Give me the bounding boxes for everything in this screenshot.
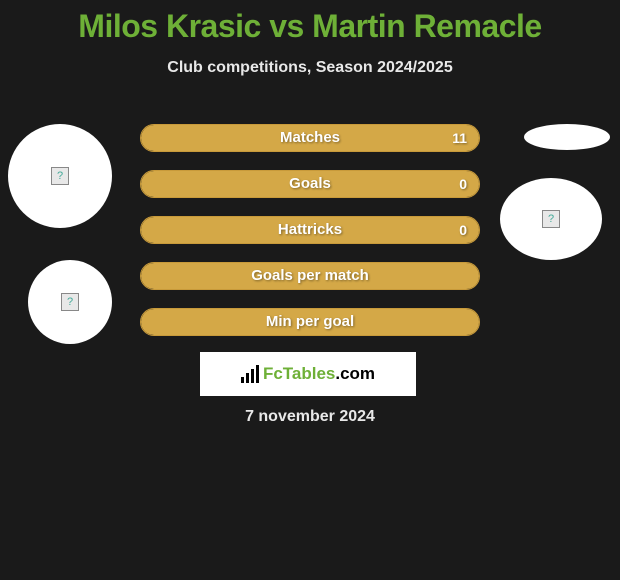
bar-label: Goals per match <box>141 263 479 289</box>
player-photo-2: ? <box>28 260 112 344</box>
stat-bar-min-per-goal: Min per goal <box>140 308 480 336</box>
bar-label: Hattricks <box>141 217 479 243</box>
branding-name-green: FcTables <box>263 364 335 383</box>
image-placeholder-icon: ? <box>61 293 79 311</box>
player-photo-4: ? <box>500 178 602 260</box>
bar-value: 0 <box>459 171 467 197</box>
bar-label: Matches <box>141 125 479 151</box>
branding-name-dark: .com <box>335 364 375 383</box>
image-placeholder-icon: ? <box>51 167 69 185</box>
stats-bars: Matches 11 Goals 0 Hattricks 0 Goals per… <box>140 124 480 354</box>
stat-bar-matches: Matches 11 <box>140 124 480 152</box>
stat-bar-goals: Goals 0 <box>140 170 480 198</box>
bar-label: Min per goal <box>141 309 479 335</box>
stat-bar-goals-per-match: Goals per match <box>140 262 480 290</box>
bar-label: Goals <box>141 171 479 197</box>
date-label: 7 november 2024 <box>0 408 620 426</box>
player-photo-1: ? <box>8 124 112 228</box>
branding-text: FcTables.com <box>263 364 375 384</box>
page-title: Milos Krasic vs Martin Remacle <box>0 0 620 45</box>
bars-icon <box>241 365 259 383</box>
image-placeholder-icon: ? <box>542 210 560 228</box>
branding-box: FcTables.com <box>200 352 416 396</box>
bar-value: 11 <box>452 125 467 151</box>
bar-value: 0 <box>459 217 467 243</box>
player-photo-3 <box>524 124 610 150</box>
stat-bar-hattricks: Hattricks 0 <box>140 216 480 244</box>
page-subtitle: Club competitions, Season 2024/2025 <box>0 59 620 77</box>
